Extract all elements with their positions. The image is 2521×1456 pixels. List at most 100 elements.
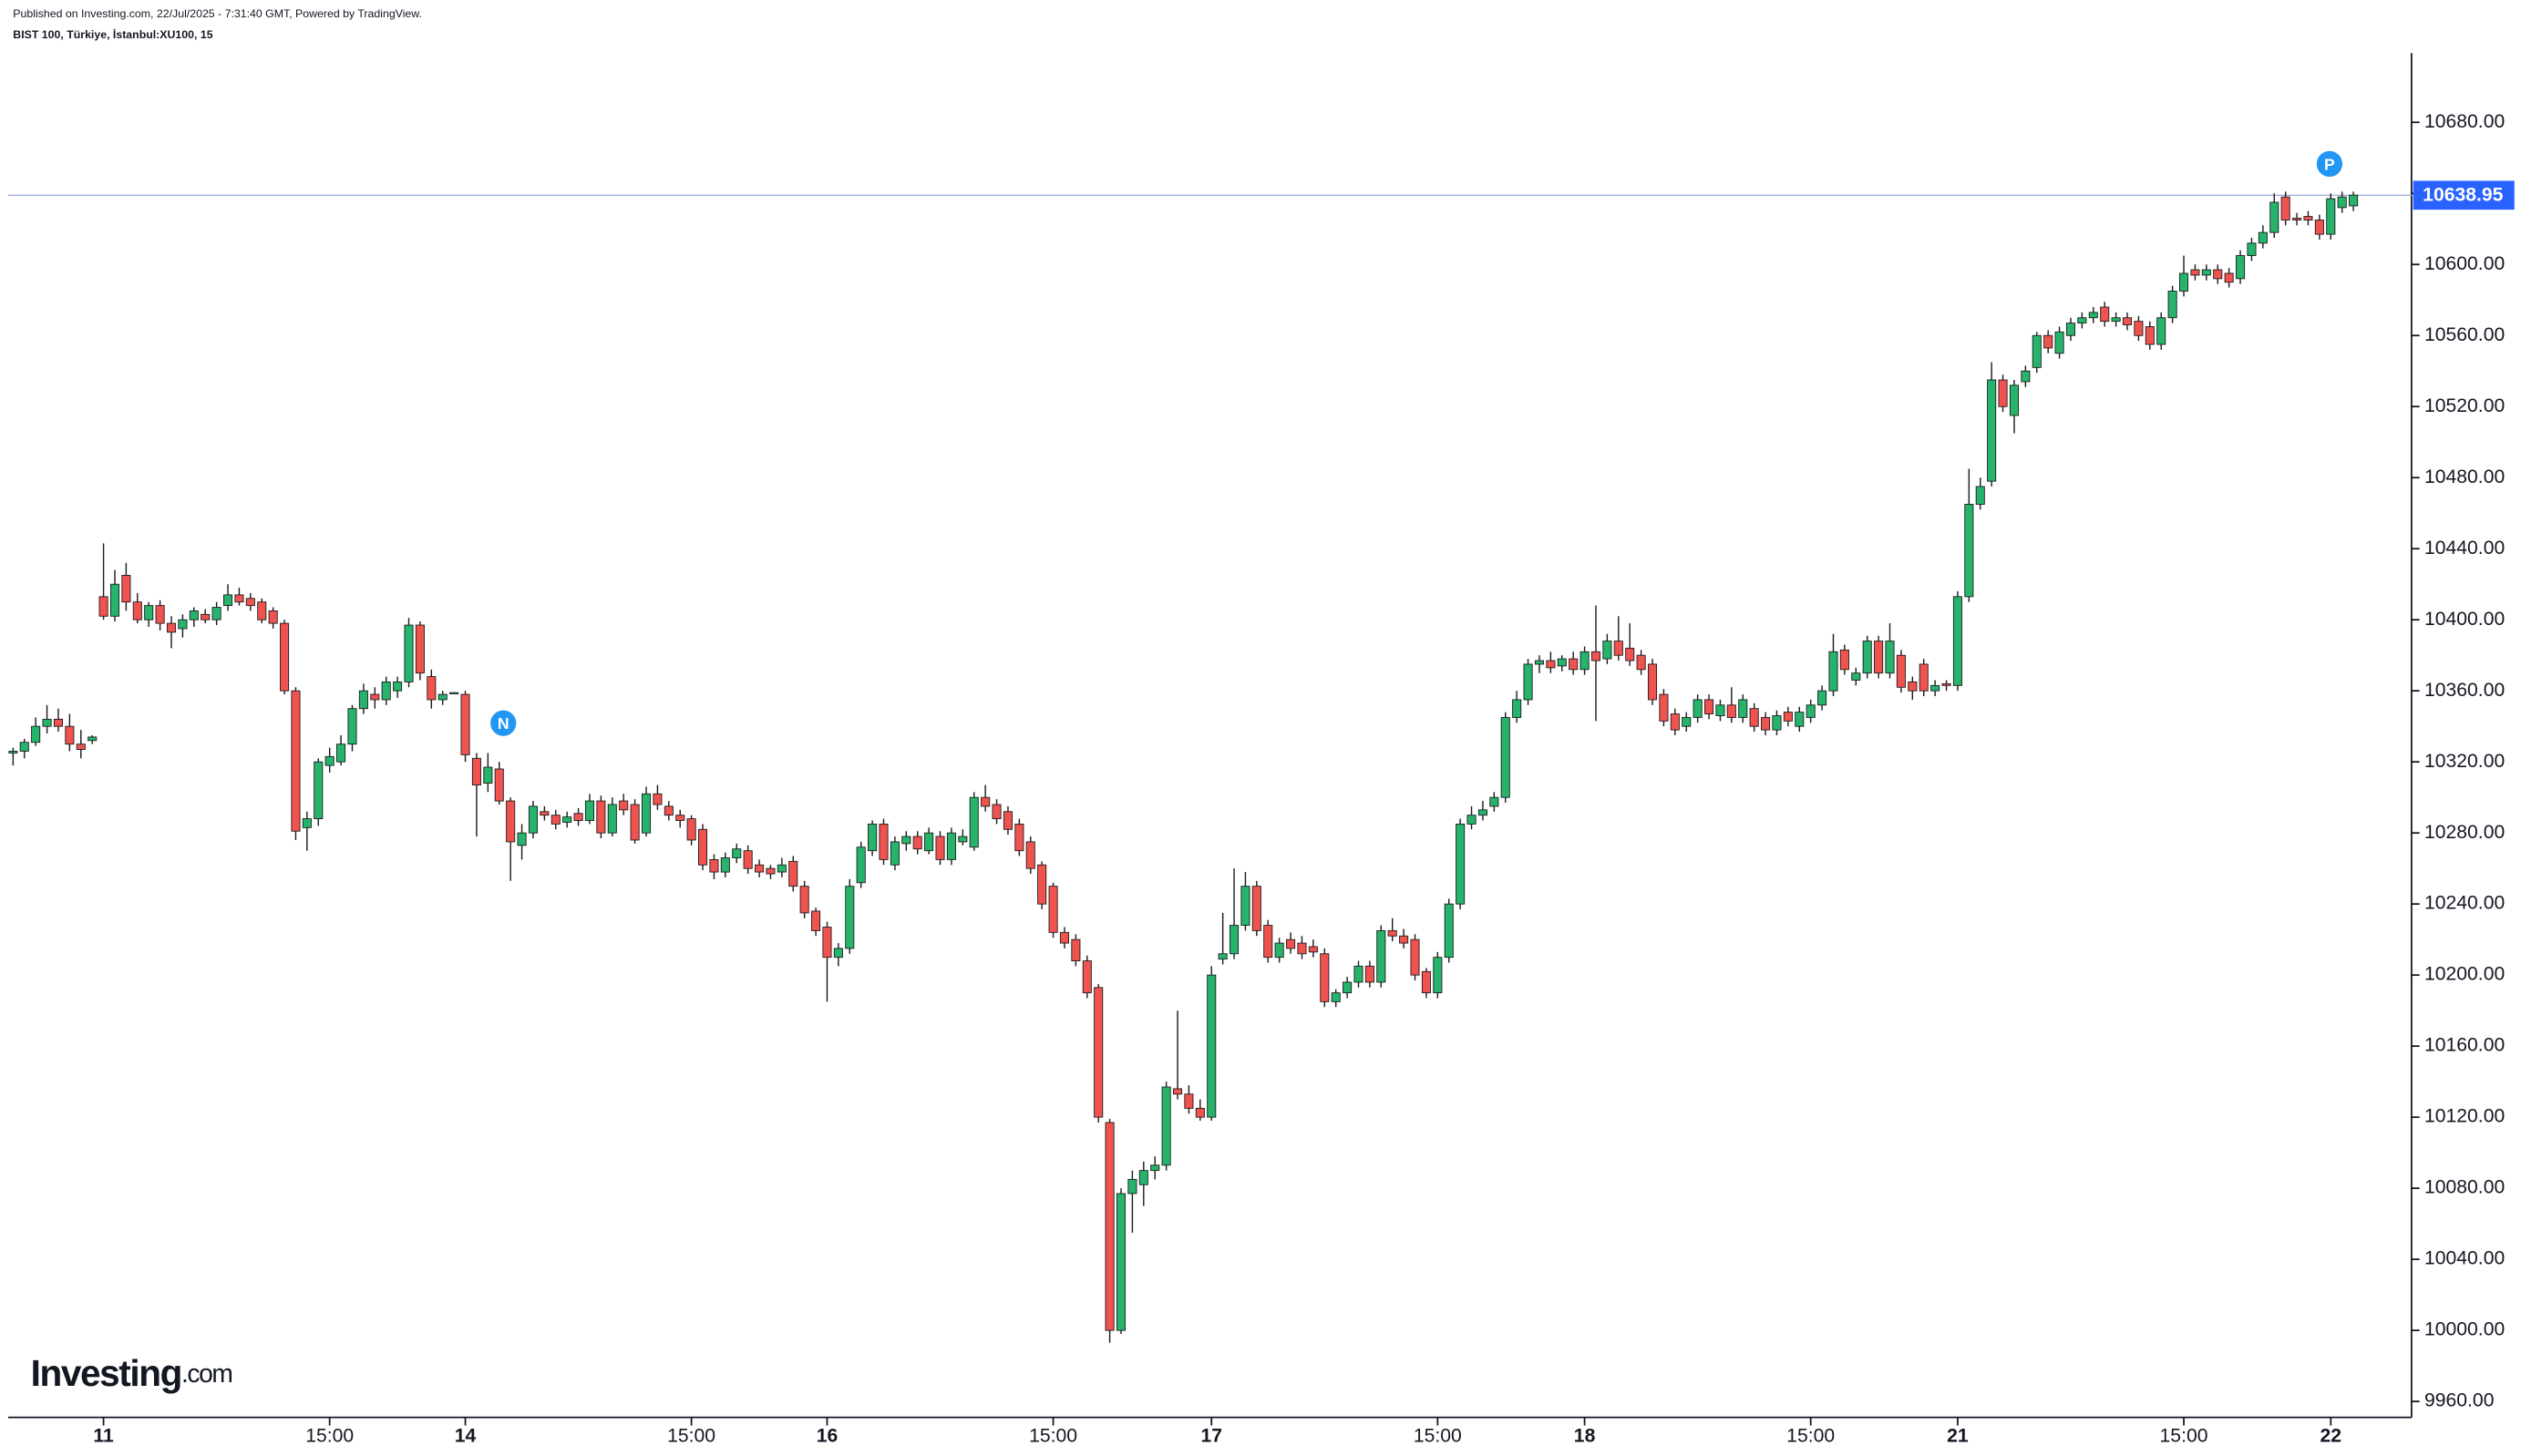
candle-body: [924, 832, 934, 852]
candle-body: [1908, 682, 1918, 692]
candle-body: [1082, 960, 1092, 994]
candle-body: [879, 823, 889, 860]
candle-body: [42, 718, 52, 727]
x-tick-label: 22: [2320, 1425, 2342, 1446]
candle-body: [833, 948, 843, 959]
candle-body: [1647, 663, 1658, 701]
candle-body: [1048, 886, 1058, 933]
candle-body: [2349, 194, 2359, 207]
candle-body: [393, 682, 403, 692]
candle-body: [166, 622, 177, 633]
candle-body: [211, 607, 221, 620]
candle-body: [302, 818, 312, 828]
candle-body: [1138, 1170, 1148, 1185]
candle-body: [743, 850, 753, 869]
y-tick-label: 10520.00: [2424, 395, 2505, 416]
candle-body: [1919, 663, 1929, 692]
candle-body: [1489, 796, 1499, 807]
candle-body: [1094, 987, 1104, 1118]
candle-body: [2190, 269, 2200, 276]
candle-body: [1105, 1122, 1115, 1331]
candle-body: [1941, 682, 1951, 686]
candle-body: [1738, 699, 1748, 718]
candle-body: [1613, 641, 1623, 656]
marker-label: P: [2324, 155, 2335, 173]
candle-body: [2156, 317, 2166, 345]
candle-body: [1025, 841, 1035, 869]
candle-body: [2054, 331, 2064, 354]
last-price-box: [2413, 180, 2515, 210]
y-tick-label: 10240.00: [2424, 893, 2505, 914]
candle-body: [2224, 272, 2234, 283]
candle-body: [2247, 242, 2257, 256]
candle-body: [2167, 291, 2177, 319]
candle-body: [1059, 931, 1070, 944]
candle-body: [1421, 970, 1431, 994]
candle-body: [517, 832, 527, 846]
candle-body: [935, 836, 945, 860]
candle-body: [257, 601, 267, 620]
y-tick-label: 10600.00: [2424, 253, 2505, 274]
candle-body: [483, 766, 493, 784]
y-tick-label: 10000.00: [2424, 1319, 2505, 1340]
candle-body: [1410, 938, 1420, 976]
candle-body: [1320, 953, 1330, 1002]
candle-body: [2201, 269, 2211, 276]
candle-body: [1456, 823, 1466, 905]
candle-body: [720, 857, 730, 873]
candle-body: [2043, 334, 2053, 349]
candle-body: [98, 596, 108, 617]
candle-body: [1399, 935, 1409, 944]
candle-body: [415, 624, 425, 674]
candle-body: [686, 818, 696, 841]
candle-body: [2077, 317, 2087, 324]
y-tick-label: 10440.00: [2424, 538, 2505, 559]
candle-body: [381, 682, 391, 701]
candle-body: [551, 815, 561, 825]
candle-body: [1569, 658, 1579, 671]
candle-body: [1975, 486, 1985, 505]
x-tick-label: 16: [817, 1425, 839, 1446]
candle-body: [653, 793, 663, 805]
candle-body: [969, 796, 979, 848]
y-tick-label: 10160.00: [2424, 1035, 2505, 1056]
candle-body: [1636, 654, 1646, 671]
candle-body: [1512, 699, 1522, 718]
candle-body: [584, 800, 595, 821]
candle-body: [1749, 708, 1759, 727]
candle-body: [404, 624, 414, 682]
candle-body: [1715, 704, 1725, 716]
candle-body: [1987, 379, 1997, 482]
candle-body: [2100, 306, 2110, 323]
candle-body: [358, 690, 368, 710]
candle-body: [1839, 649, 1849, 671]
candle-body: [189, 610, 199, 620]
candle-body: [31, 725, 41, 743]
y-tick-label: 10400.00: [2424, 609, 2505, 630]
candle-body: [1557, 658, 1567, 667]
candle-body: [449, 692, 459, 694]
candle-body: [1364, 965, 1374, 983]
candle-body: [1523, 663, 1533, 701]
candle-body: [912, 836, 922, 850]
candle-body: [427, 676, 437, 701]
candle-body: [2088, 312, 2098, 319]
candle-body: [868, 823, 878, 852]
candle-body: [1116, 1193, 1127, 1331]
marker-label: N: [498, 714, 509, 733]
x-tick-label: 15:00: [1786, 1425, 1835, 1446]
candle-body: [1387, 929, 1397, 937]
candle-body: [1150, 1164, 1160, 1172]
candle-body: [2292, 218, 2302, 220]
y-tick-label: 10280.00: [2424, 822, 2505, 843]
candle-body: [1240, 886, 1250, 927]
candle-body: [856, 846, 866, 884]
candle-body: [234, 594, 244, 603]
candle-body: [121, 575, 131, 603]
candle-body: [1251, 886, 1261, 931]
x-tick-label: 15:00: [2160, 1425, 2208, 1446]
candle-body: [2009, 385, 2019, 416]
candle-body: [992, 804, 1002, 820]
x-tick-label: 15:00: [305, 1425, 354, 1446]
candle-body: [1602, 641, 1612, 660]
